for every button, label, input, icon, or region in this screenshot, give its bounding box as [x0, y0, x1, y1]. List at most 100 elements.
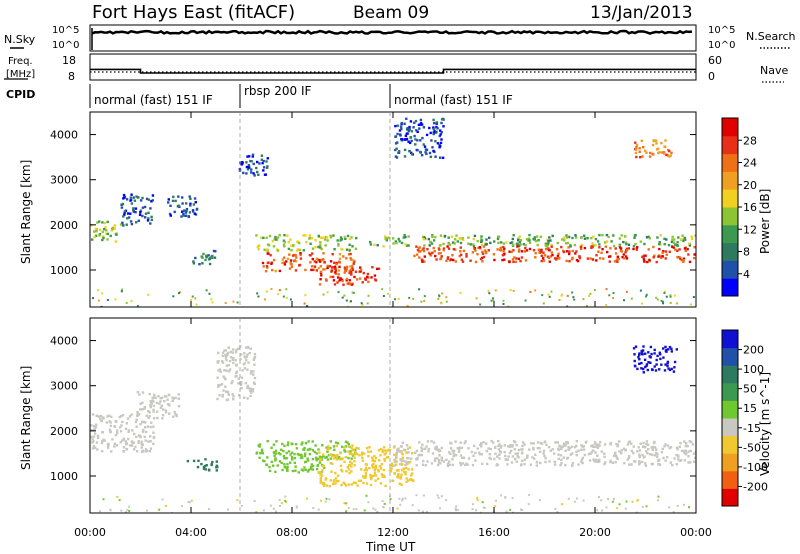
data-cell: [180, 215, 183, 218]
data-cell: [311, 257, 314, 261]
data-cell: [273, 237, 276, 241]
data-cell: [139, 211, 142, 214]
data-cell: [603, 455, 606, 459]
data-cell: [93, 446, 97, 449]
data-cell: [337, 276, 340, 279]
data-cell: [250, 370, 253, 373]
data-cell: [511, 445, 514, 448]
data-cell: [96, 221, 99, 224]
data-cell: [270, 262, 273, 265]
data-cell: [545, 244, 549, 248]
data-cell: [645, 443, 648, 446]
data-cell: [432, 239, 436, 242]
data-cell: [308, 236, 311, 240]
data-cell: [379, 447, 383, 451]
data-cell: [609, 460, 612, 464]
data-cell: [274, 459, 277, 462]
data-cell: [137, 441, 140, 444]
data-cell: [212, 249, 216, 253]
data-cell: [334, 441, 338, 444]
data-cell: [247, 346, 250, 349]
data-cell: [595, 254, 598, 257]
data-cell: [92, 297, 94, 300]
data-cell: [231, 351, 234, 354]
data-cell: [418, 256, 421, 259]
data-cell: [278, 498, 281, 501]
data-cell: [549, 255, 553, 258]
data-cell: [298, 248, 301, 252]
data-cell: [408, 141, 412, 145]
data-cell: [455, 505, 458, 508]
data-cell: [143, 426, 147, 429]
data-cell: [339, 277, 342, 280]
data-cell: [151, 396, 154, 399]
data-cell: [120, 414, 123, 418]
y-tick-label: 4000: [50, 335, 78, 348]
data-cell: [309, 467, 312, 471]
data-cell: [311, 440, 314, 443]
data-cell: [664, 139, 667, 142]
data-cell: [554, 258, 558, 261]
data-cell: [149, 405, 152, 409]
data-cell: [636, 246, 639, 249]
data-cell: [503, 444, 506, 447]
data-cell: [419, 123, 422, 126]
freq-tick-bottom: 8: [68, 70, 75, 83]
data-cell: [140, 446, 143, 449]
data-cell: [158, 402, 161, 405]
data-cell: [604, 461, 607, 464]
data-cell: [439, 234, 443, 237]
data-cell: [418, 127, 421, 130]
nsky-tick-bottom: 10^0: [52, 40, 79, 51]
data-cell: [346, 234, 350, 238]
data-cell: [181, 210, 184, 213]
data-cell: [605, 288, 608, 291]
data-cell: [397, 297, 400, 300]
data-cell: [398, 497, 401, 500]
data-cell: [419, 118, 423, 122]
data-cell: [571, 291, 574, 294]
data-cell: [611, 461, 615, 464]
data-cell: [410, 130, 414, 133]
data-cell: [525, 249, 529, 252]
data-cell: [512, 289, 515, 292]
data-cell: [651, 368, 654, 372]
data-cell: [423, 295, 426, 298]
data-cell: [481, 260, 484, 263]
data-cell: [311, 252, 314, 255]
data-cell: [318, 471, 322, 474]
data-cell: [416, 139, 419, 142]
data-cell: [542, 452, 545, 455]
data-cell: [351, 453, 354, 456]
data-cell: [334, 482, 337, 485]
data-cell: [290, 249, 293, 252]
data-cell: [181, 505, 183, 508]
data-cell: [420, 449, 423, 453]
data-cell: [139, 209, 143, 212]
data-cell: [240, 376, 244, 379]
data-cell: [237, 377, 240, 380]
data-cell: [669, 154, 672, 157]
data-cell: [547, 247, 550, 250]
data-cell: [644, 464, 648, 467]
data-cell: [293, 259, 296, 262]
data-cell: [268, 234, 272, 238]
data-cell: [683, 236, 687, 240]
data-cell: [478, 246, 482, 249]
data-cell: [343, 235, 346, 238]
data-cell: [592, 235, 595, 238]
data-cell: [538, 251, 541, 254]
data-cell: [404, 460, 407, 463]
data-cell: [261, 162, 264, 165]
data-cell: [405, 477, 408, 480]
y-tick-label: 1000: [50, 470, 78, 483]
data-cell: [126, 508, 129, 511]
data-cell: [659, 353, 662, 356]
colorbar-swatch: [722, 118, 738, 137]
data-cell: [498, 443, 501, 446]
data-cell: [324, 500, 327, 503]
data-cell: [653, 348, 656, 352]
data-cell: [240, 381, 243, 384]
data-cell: [494, 452, 497, 455]
data-cell: [418, 288, 421, 291]
